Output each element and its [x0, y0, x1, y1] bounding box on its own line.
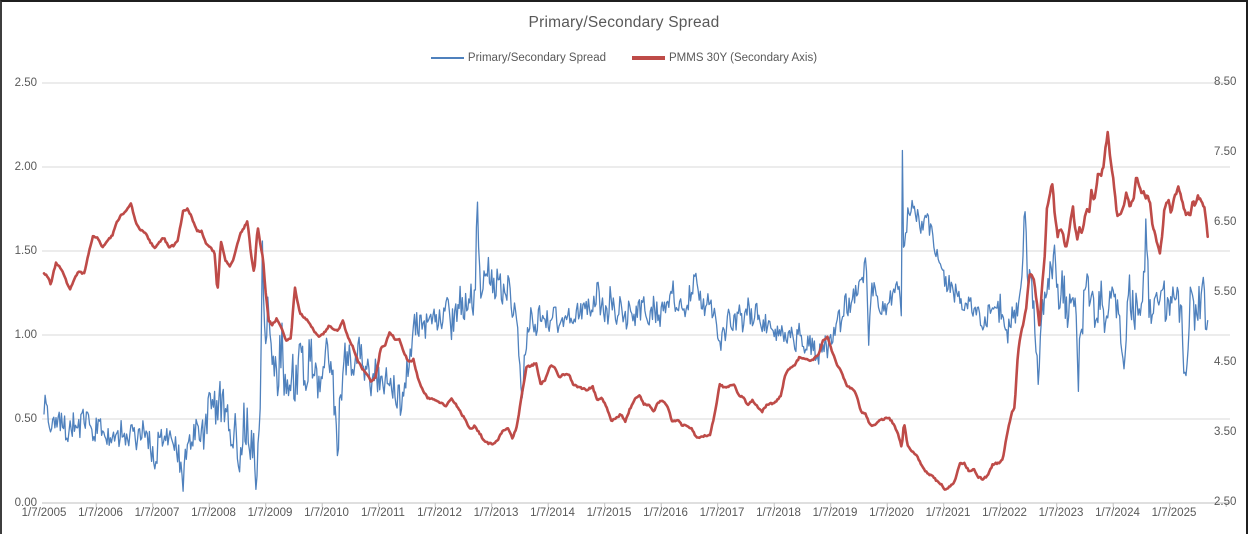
y-axis-right-label: 7.50: [1214, 145, 1237, 158]
y-axis-left-label: 2.00: [14, 160, 37, 173]
legend-line-sample-blue: [430, 57, 464, 59]
x-axis-label: 1/7/2025: [1151, 507, 1197, 519]
y-axis-right-label: 4.50: [1214, 355, 1237, 368]
series-line-pmms-30y[interactable]: [42, 130, 1209, 491]
legend: Primary/Secondary Spread PMMS 30Y (Secon…: [2, 52, 1246, 64]
y-axis-left-label: 1.00: [14, 328, 37, 341]
x-axis-label: 1/7/2005: [21, 507, 67, 519]
y-axis-left-label: 1.50: [14, 244, 37, 257]
x-axis-label: 1/7/2010: [304, 507, 349, 519]
legend-line-sample-red: [631, 56, 665, 60]
y-axis-right-label: 5.50: [1214, 285, 1237, 298]
legend-label-pmms-30y: PMMS 30Y (Secondary Axis): [668, 52, 818, 64]
y-axis-left-label: 2.50: [14, 76, 37, 89]
series-line-primary-secondary-spread[interactable]: [43, 149, 1209, 492]
x-axis-label: 1/7/2012: [417, 507, 462, 519]
x-axis-label: 1/7/2018: [756, 507, 801, 519]
x-axis-label: 1/7/2011: [361, 507, 405, 519]
x-axis-label: 1/7/2009: [247, 507, 293, 519]
x-axis-label: 1/7/2024: [1095, 507, 1140, 519]
x-axis-label: 1/7/2022: [982, 507, 1027, 519]
y-axis-right-label: 3.50: [1214, 425, 1237, 438]
y-axis-right-label: 8.50: [1214, 75, 1237, 88]
x-axis-label: 1/7/2013: [473, 507, 519, 519]
x-axis-label: 1/7/2006: [78, 507, 123, 519]
x-axis-label: 1/7/2007: [134, 507, 180, 519]
x-axis-label: 1/7/2015: [586, 507, 632, 519]
legend-label-primary-secondary-spread: Primary/Secondary Spread: [467, 52, 606, 64]
y-axis-left-label: 0.00: [14, 496, 37, 509]
x-axis-label: 1/7/2008: [191, 507, 236, 519]
y-axis-left-label: 0.50: [14, 412, 37, 425]
x-axis-label: 1/7/2021: [925, 507, 971, 519]
legend-item-pmms-30y[interactable]: PMMS 30Y (Secondary Axis): [631, 52, 818, 64]
x-axis-label: 1/7/2017: [699, 507, 745, 519]
x-axis-label: 1/7/2019: [812, 507, 858, 519]
y-axis-right-label: 2.50: [1214, 495, 1237, 508]
y-axis-right-label: 6.50: [1214, 215, 1237, 228]
legend-item-primary-secondary-spread[interactable]: Primary/Secondary Spread: [430, 52, 606, 64]
x-axis-label: 1/7/2023: [1038, 507, 1084, 519]
x-axis-label: 1/7/2016: [643, 507, 688, 519]
x-axis-label: 1/7/2014: [530, 507, 575, 519]
x-axis-label: 1/7/2020: [869, 507, 914, 519]
chart-title: Primary/Secondary Spread: [528, 14, 720, 31]
